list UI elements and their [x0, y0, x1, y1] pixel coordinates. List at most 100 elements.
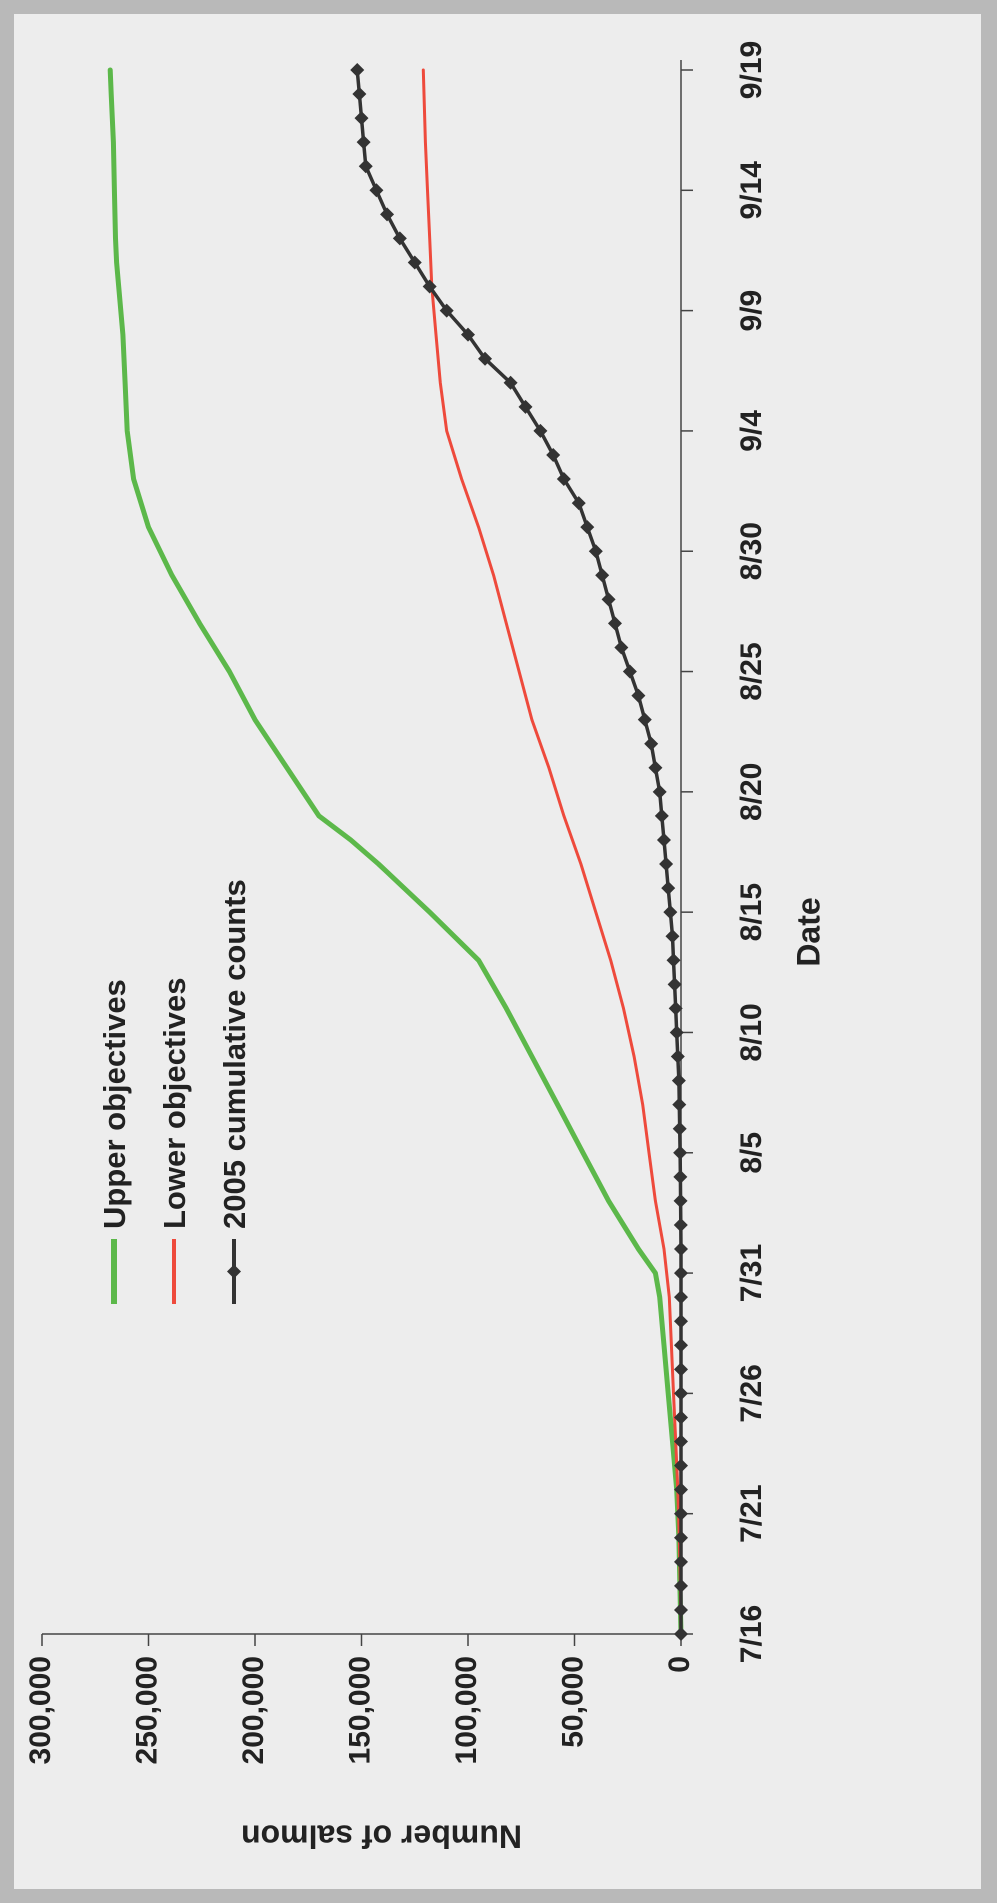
y-tick-label: 200,000 [237, 1656, 270, 1764]
y-tick-label: 150,000 [343, 1656, 376, 1764]
data-point-marker [369, 183, 384, 198]
data-point-marker [478, 351, 493, 366]
axis-titles: Date Number of salmon [241, 897, 826, 1854]
y-axis: 0 50,000 100,000 150,000 200,000 250,000 300,0… [24, 1633, 696, 1764]
chart-svg: 0 50,000 100,000 150,000 200,000 250,000 300,0… [24, 41, 827, 1855]
data-point-marker [439, 303, 454, 318]
data-point-marker [637, 712, 652, 727]
data-point-marker [672, 1121, 687, 1136]
data-point-marker [671, 1073, 686, 1088]
data-point-marker [350, 63, 365, 77]
data-point-marker [666, 953, 681, 968]
data-point-marker [674, 1530, 688, 1545]
data-point-marker [392, 231, 407, 246]
data-point-marker [674, 1627, 688, 1641]
legend-marker [227, 1264, 241, 1279]
data-point-marker [674, 1410, 688, 1425]
legend: Upper objectives Lower objectives 2005 cum… [97, 879, 252, 1304]
x-tick-label: 9/9 [735, 290, 768, 332]
legend-label: Upper objectives [97, 979, 132, 1229]
data-point-marker [670, 1049, 685, 1064]
x-tick-label: 8/15 [735, 883, 768, 941]
data-point-marker [652, 784, 667, 799]
x-axis-title: Date [790, 897, 826, 966]
x-tick-label: 9/19 [735, 41, 768, 99]
data-point-marker [358, 159, 373, 174]
data-point-marker [588, 544, 603, 559]
x-tick-label: 7/16 [735, 1605, 768, 1663]
data-point-marker [546, 447, 561, 462]
data-point-marker [556, 472, 571, 487]
series-line [421, 68, 683, 1636]
y-tick-label: 300,000 [24, 1656, 57, 1764]
data-point-marker [673, 1217, 688, 1232]
data-point-marker [674, 1578, 688, 1593]
data-point-marker [674, 1554, 688, 1569]
data-point-marker [503, 375, 518, 390]
x-tick-label: 8/10 [735, 1003, 768, 1061]
data-point-marker [661, 881, 676, 896]
data-point-marker [663, 905, 678, 920]
data-point-marker [654, 808, 669, 823]
data-point-marker [668, 1001, 683, 1016]
legend-label: Lower objectives [157, 977, 192, 1229]
data-point-marker [674, 1266, 688, 1281]
data-point-marker [674, 1338, 688, 1353]
legend-label: 2005 cumulative counts [217, 879, 252, 1229]
data-point-marker [674, 1290, 688, 1305]
data-point-marker [672, 1097, 687, 1112]
series-line [355, 68, 683, 1636]
data-point-marker [580, 520, 595, 535]
data-point-marker [674, 1386, 688, 1401]
data-point-marker [674, 1314, 688, 1329]
data-point-marker [607, 616, 622, 631]
data-point-marker [674, 1506, 688, 1521]
data-point-marker [644, 736, 659, 751]
data-point-marker [667, 977, 682, 992]
y-tick-label: 100,000 [450, 1656, 483, 1764]
series-layer [107, 63, 688, 1641]
data-point-marker [595, 568, 610, 583]
data-point-marker [665, 929, 680, 944]
x-tick-label: 7/21 [735, 1484, 768, 1542]
data-point-marker [673, 1193, 688, 1208]
y-tick-label: 250,000 [130, 1656, 163, 1764]
data-point-marker [380, 207, 395, 222]
data-point-marker [354, 111, 369, 126]
data-point-marker [674, 1434, 688, 1449]
data-point-marker [674, 1482, 688, 1497]
data-point-marker [461, 327, 475, 342]
data-point-marker [614, 640, 629, 655]
data-point-marker [518, 399, 533, 414]
data-point-marker [656, 832, 671, 847]
data-point-marker [673, 1169, 688, 1184]
x-tick-label: 8/5 [735, 1132, 768, 1174]
data-point-marker [407, 255, 422, 270]
data-point-marker [571, 496, 586, 511]
data-point-marker [631, 688, 646, 703]
series-line [107, 67, 684, 1637]
chart-frame: 0 50,000 100,000 150,000 200,000 250,000 300,0… [14, 14, 981, 1889]
x-tick-label: 7/31 [735, 1244, 768, 1302]
x-tick-label: 7/26 [735, 1364, 768, 1422]
data-point-marker [674, 1242, 688, 1257]
y-tick-label: 0 [663, 1656, 696, 1673]
x-tick-label: 9/4 [735, 410, 768, 452]
data-point-marker [601, 592, 616, 607]
y-axis-title: Number of salmon [241, 1819, 522, 1855]
data-point-marker [674, 1602, 688, 1617]
data-point-marker [356, 135, 371, 150]
x-tick-label: 8/25 [735, 642, 768, 700]
x-tick-label: 8/30 [735, 522, 768, 580]
data-point-marker [674, 1458, 688, 1473]
data-point-marker [422, 279, 437, 294]
data-point-marker [622, 664, 637, 679]
data-point-marker [648, 760, 663, 775]
data-point-marker [673, 1145, 688, 1160]
y-tick-label: 50,000 [556, 1656, 589, 1748]
data-point-marker [533, 423, 548, 438]
data-point-marker [352, 87, 367, 102]
x-tick-label: 9/14 [735, 161, 768, 220]
data-point-marker [674, 1362, 688, 1377]
x-tick-label: 8/20 [735, 763, 768, 821]
